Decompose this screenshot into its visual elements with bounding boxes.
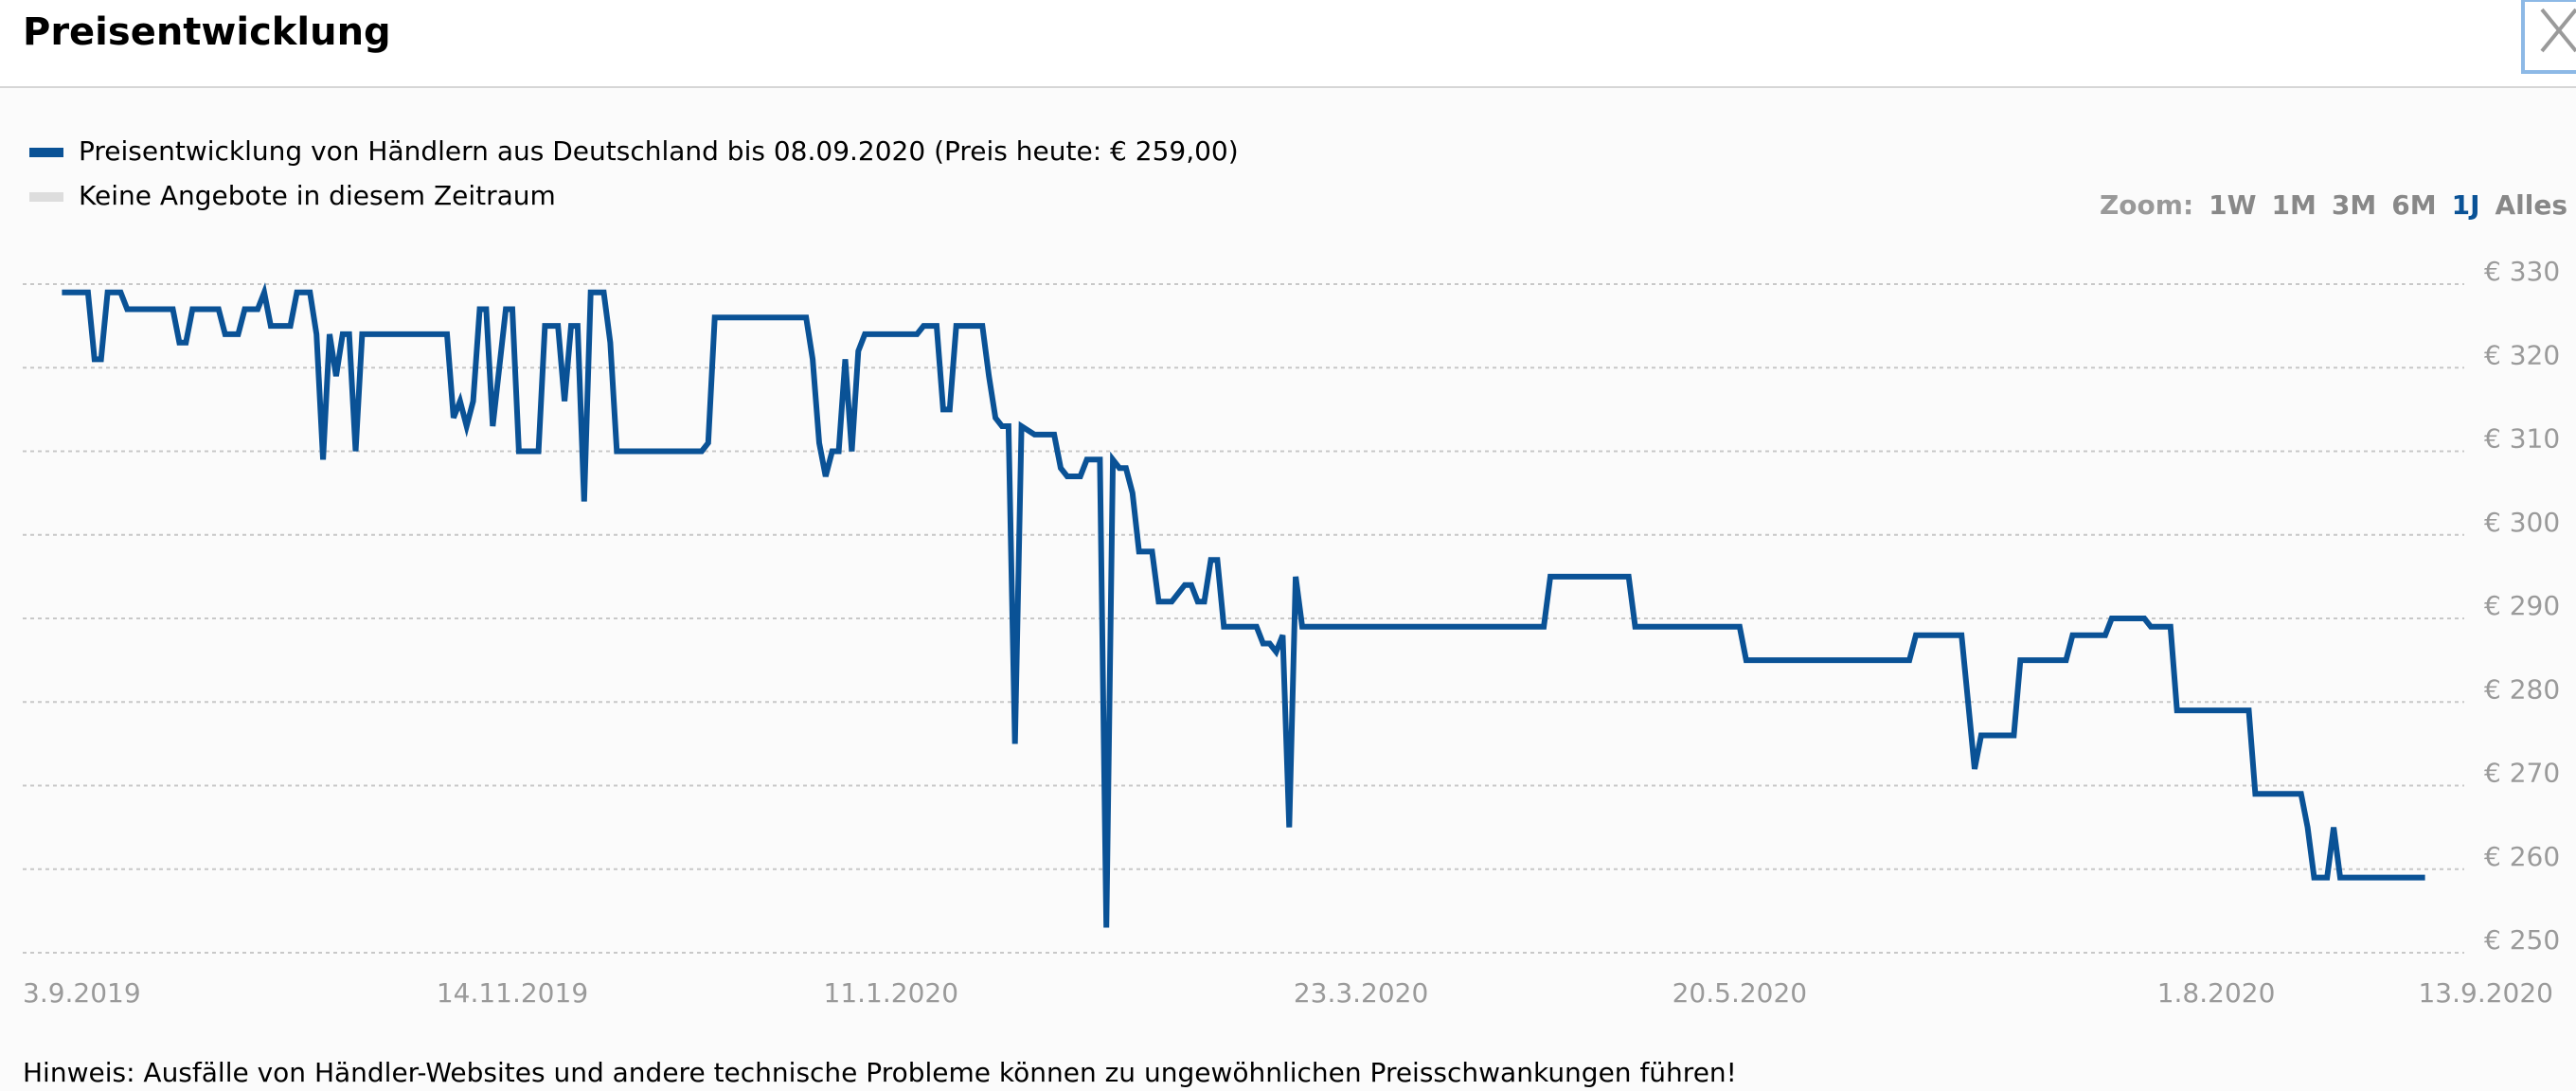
legend: Preisentwicklung von Händlern aus Deutsc… [29, 135, 1239, 211]
y-tick-label: € 310 [2484, 423, 2560, 455]
y-tick-label: € 260 [2484, 841, 2560, 872]
zoom-button[interactable]: 1W [2209, 189, 2256, 221]
zoom-label: Zoom: [2100, 189, 2193, 221]
x-tick-label: 1.8.2020 [2157, 977, 2276, 1009]
dialog-title: Preisentwicklung [23, 10, 391, 54]
close-box[interactable] [2521, 0, 2576, 74]
zoom-bar: Zoom: 1W 1M 3M 6M 1J Alles [2100, 189, 2567, 221]
legend-label: Keine Angebote in diesem Zeitraum [79, 180, 556, 211]
x-tick-label: 3.9.2019 [23, 977, 141, 1009]
close-button[interactable] [2521, 0, 2576, 74]
close-icon[interactable] [2540, 8, 2576, 53]
zoom-button[interactable]: 1M [2272, 189, 2317, 221]
y-tick-label: € 250 [2484, 924, 2560, 956]
y-tick-label: € 270 [2484, 758, 2560, 789]
x-tick-label: 11.1.2020 [824, 977, 959, 1009]
y-tick-label: € 300 [2484, 507, 2560, 538]
disclaimer: Hinweis: Ausfälle von Händler-Websites u… [23, 1057, 1737, 1088]
y-tick-label: € 280 [2484, 673, 2560, 705]
zoom-button[interactable]: Alles [2496, 189, 2568, 221]
x-tick-label: 13.9.2020 [2418, 977, 2553, 1009]
legend-swatch [29, 148, 63, 157]
x-tick-label: 23.3.2020 [1294, 977, 1429, 1009]
zoom-button[interactable]: 3M [2332, 189, 2376, 221]
price-line [62, 282, 2425, 928]
y-tick-label: € 290 [2484, 590, 2560, 621]
x-tick-label: 20.5.2020 [1673, 977, 1808, 1009]
x-tick-label: 14.11.2019 [437, 977, 588, 1009]
header-bar [0, 0, 2576, 87]
y-tick-label: € 320 [2484, 339, 2560, 370]
zoom-button[interactable]: 6M [2391, 189, 2436, 221]
legend-swatch [29, 192, 63, 202]
zoom-button[interactable]: 1J [2452, 189, 2480, 221]
plot: € 250 € 260 € 270 € 280 € 290 € 300 € 310 € 320… [23, 256, 2560, 1009]
legend-label: Preisentwicklung von Händlern aus Deutsc… [79, 135, 1239, 167]
y-tick-label: € 330 [2484, 256, 2560, 287]
